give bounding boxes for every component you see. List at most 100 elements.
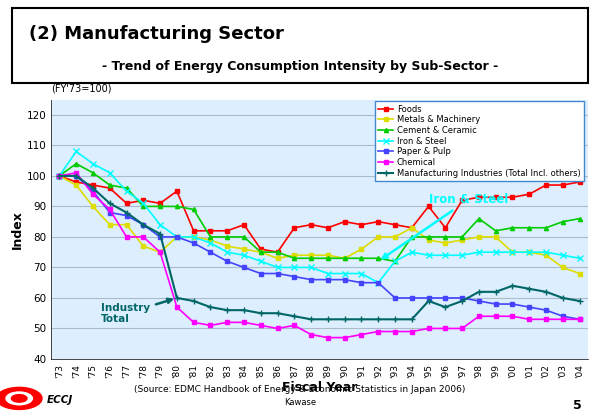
Metals & Machinery (442, 241, 449, 246)
Chemical (73, 170, 80, 175)
Cement & Ceramic (241, 234, 248, 239)
Paper & Pulp (458, 295, 466, 300)
Iron & Steel (123, 189, 130, 194)
Cement & Ceramic (324, 256, 331, 261)
Chemical (559, 317, 566, 322)
Text: 5: 5 (573, 399, 582, 412)
Metals & Machinery (123, 222, 130, 227)
Cement & Ceramic (123, 186, 130, 190)
Legend: Foods, Metals & Machinery, Cement & Ceramic, Iron & Steel, Paper & Pulp, Chemica: Foods, Metals & Machinery, Cement & Cera… (375, 101, 584, 181)
Foods (106, 186, 113, 190)
Iron & Steel (358, 271, 365, 276)
Chemical (224, 320, 231, 325)
Text: ECCJ: ECCJ (47, 395, 73, 405)
Foods (140, 198, 147, 203)
Foods (56, 173, 63, 178)
Metals & Machinery (106, 222, 113, 227)
Metals & Machinery (56, 173, 63, 178)
Iron & Steel (106, 170, 113, 175)
Chemical (458, 326, 466, 331)
Manufacturing Industries (Total Incl. others) (308, 317, 315, 322)
Paper & Pulp (308, 277, 315, 282)
Iron & Steel (324, 271, 331, 276)
Cement & Ceramic (257, 250, 265, 255)
Iron & Steel (224, 250, 231, 255)
Manufacturing Industries (Total Incl. others) (391, 317, 398, 322)
Chemical (542, 317, 550, 322)
Cement & Ceramic (442, 234, 449, 239)
Metals & Machinery (458, 237, 466, 242)
Paper & Pulp (123, 213, 130, 218)
Y-axis label: Index: Index (11, 210, 23, 249)
Foods (492, 195, 499, 200)
Foods (442, 225, 449, 230)
Iron & Steel (190, 234, 197, 239)
Chemical (274, 326, 281, 331)
Manufacturing Industries (Total Incl. others) (425, 298, 432, 303)
Foods (173, 189, 181, 194)
Text: (FY'73=100): (FY'73=100) (51, 83, 112, 93)
Manufacturing Industries (Total Incl. others) (526, 286, 533, 291)
Foods (224, 228, 231, 233)
Cement & Ceramic (542, 225, 550, 230)
Metals & Machinery (509, 250, 516, 255)
Foods (559, 183, 566, 188)
Iron & Steel (274, 265, 281, 270)
Foods (157, 201, 164, 206)
Chemical (157, 250, 164, 255)
Paper & Pulp (559, 314, 566, 319)
Chemical (257, 323, 265, 328)
Chemical (509, 314, 516, 319)
Foods (89, 183, 97, 188)
Chemical (207, 323, 214, 328)
Metals & Machinery (207, 237, 214, 242)
Chemical (391, 329, 398, 334)
Foods (542, 183, 550, 188)
Metals & Machinery (475, 234, 482, 239)
Manufacturing Industries (Total Incl. others) (324, 317, 331, 322)
Line: Iron & Steel: Iron & Steel (56, 149, 583, 286)
Manufacturing Industries (Total Incl. others) (509, 283, 516, 288)
Metals & Machinery (157, 250, 164, 255)
Metals & Machinery (190, 234, 197, 239)
Manufacturing Industries (Total Incl. others) (341, 317, 348, 322)
Metals & Machinery (73, 183, 80, 188)
Paper & Pulp (425, 295, 432, 300)
Paper & Pulp (442, 295, 449, 300)
Chemical (324, 335, 331, 340)
Foods (391, 222, 398, 227)
Iron & Steel (408, 250, 415, 255)
Foods (308, 222, 315, 227)
Manufacturing Industries (Total Incl. others) (358, 317, 365, 322)
Text: Industry
Total: Industry Total (101, 299, 172, 325)
Line: Metals & Machinery: Metals & Machinery (58, 174, 581, 276)
Metals & Machinery (526, 250, 533, 255)
Paper & Pulp (475, 298, 482, 303)
Foods (408, 225, 415, 230)
Paper & Pulp (291, 274, 298, 279)
Metals & Machinery (341, 256, 348, 261)
Foods (207, 228, 214, 233)
Metals & Machinery (374, 234, 382, 239)
Manufacturing Industries (Total Incl. others) (274, 311, 281, 316)
Foods (425, 204, 432, 209)
Chemical (106, 207, 113, 212)
Manufacturing Industries (Total Incl. others) (492, 289, 499, 294)
Metals & Machinery (492, 234, 499, 239)
Paper & Pulp (56, 173, 63, 178)
Chemical (308, 332, 315, 337)
Iron & Steel (291, 265, 298, 270)
Chemical (408, 329, 415, 334)
Paper & Pulp (257, 271, 265, 276)
Manufacturing Industries (Total Incl. others) (89, 186, 97, 190)
Metals & Machinery (224, 244, 231, 249)
Manufacturing Industries (Total Incl. others) (576, 298, 583, 303)
Iron & Steel (173, 234, 181, 239)
Manufacturing Industries (Total Incl. others) (559, 295, 566, 300)
Cement & Ceramic (559, 219, 566, 224)
Iron & Steel (391, 259, 398, 264)
Manufacturing Industries (Total Incl. others) (123, 210, 130, 215)
Paper & Pulp (157, 234, 164, 239)
Cement & Ceramic (492, 228, 499, 233)
Foods (291, 225, 298, 230)
